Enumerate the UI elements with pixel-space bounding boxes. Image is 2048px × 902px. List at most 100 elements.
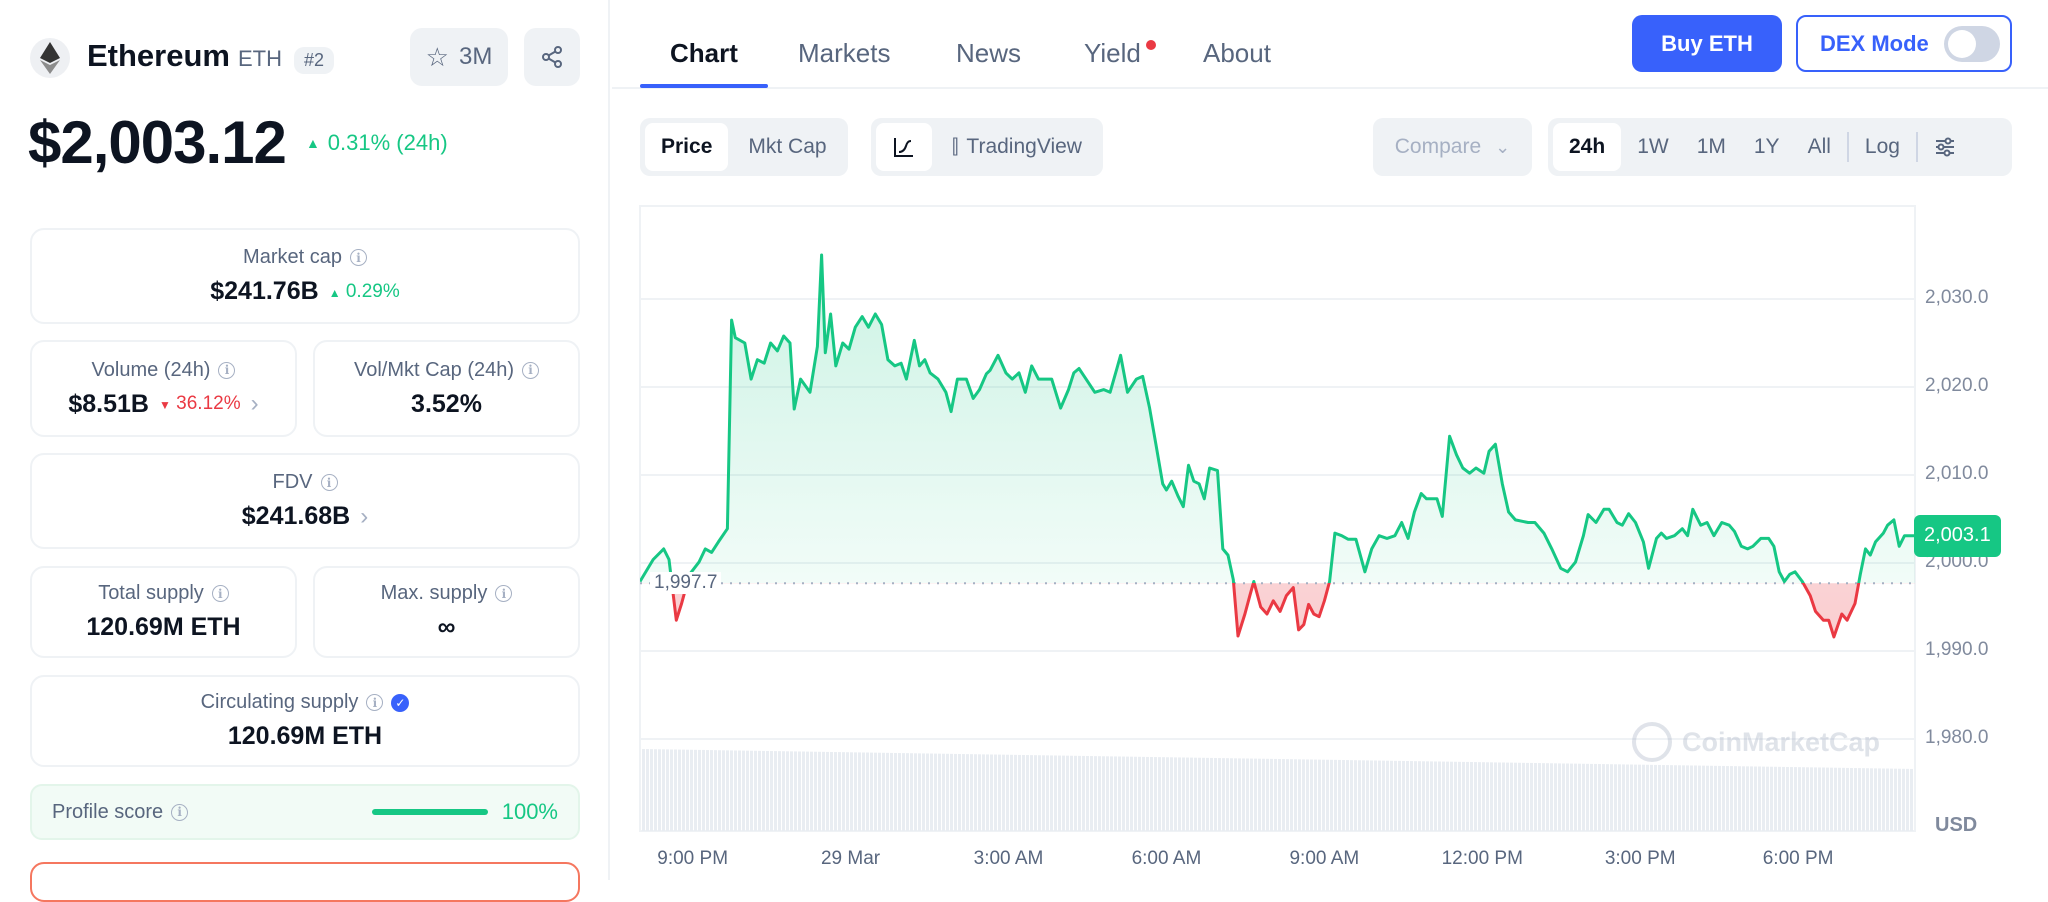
info-icon[interactable]: i xyxy=(320,474,338,491)
watchlist-button[interactable]: ☆ 3M xyxy=(410,28,508,86)
sliders-icon xyxy=(1935,137,1954,157)
volume-bar xyxy=(938,753,941,831)
verified-badge-icon: ✓ xyxy=(391,693,410,712)
volume-bar xyxy=(1830,767,1833,831)
toggle-switch[interactable] xyxy=(1944,25,2000,62)
volume-bar xyxy=(1742,766,1745,831)
volume-bar xyxy=(726,750,729,831)
divider xyxy=(1915,132,1918,162)
coin-summary-panel: Ethereum ETH #2 ☆ 3M $2,003.12 ▲ 0.31% (2… xyxy=(0,0,610,902)
volume-bar xyxy=(1386,760,1389,831)
volume-bar xyxy=(946,753,949,831)
info-icon[interactable]: i xyxy=(495,585,513,602)
volume-bar xyxy=(750,750,753,831)
share-button[interactable] xyxy=(524,28,580,86)
volume-bar xyxy=(1150,757,1153,831)
info-icon[interactable]: i xyxy=(171,803,189,821)
chart-settings-button[interactable] xyxy=(1922,123,1968,171)
market-cap-value: $241.76B xyxy=(210,277,319,305)
chevron-right-icon[interactable]: › xyxy=(250,390,259,417)
volume-bar xyxy=(1778,766,1781,831)
volume-bar xyxy=(1562,763,1565,831)
volume-bar xyxy=(1698,765,1701,831)
chevron-right-icon[interactable]: › xyxy=(360,502,369,530)
volume-bar xyxy=(1274,758,1277,831)
volume-bar xyxy=(1354,760,1357,831)
volume-bar xyxy=(1654,764,1657,831)
volume-bar xyxy=(1402,760,1405,831)
log-scale-button[interactable]: Log xyxy=(1864,135,1900,158)
period-1w[interactable]: 1W xyxy=(1637,135,1669,158)
price-tab[interactable]: Price xyxy=(645,123,729,171)
volume-bar xyxy=(1294,759,1297,831)
volume-bar xyxy=(1854,768,1857,831)
info-icon[interactable]: i xyxy=(211,585,229,602)
total-supply-value: 120.69M ETH xyxy=(86,613,241,641)
volume-bar xyxy=(1262,758,1265,831)
volume-bar xyxy=(1598,764,1601,831)
tab-yield[interactable]: Yield xyxy=(1084,38,1141,68)
compare-dropdown[interactable]: Compare ⌄ xyxy=(1373,118,1532,176)
tradingview-button[interactable]: ⫿ TradingView xyxy=(936,123,1098,171)
dex-mode-toggle[interactable]: DEX Mode xyxy=(1796,15,2012,72)
volume-bar xyxy=(994,754,997,831)
volume-bar xyxy=(1738,766,1741,831)
period-1y[interactable]: 1Y xyxy=(1753,135,1780,158)
info-icon[interactable]: i xyxy=(218,361,236,379)
fdv-card[interactable]: FDV i $241.68B › xyxy=(30,453,580,549)
volume-bar xyxy=(1338,759,1341,831)
info-icon[interactable]: i xyxy=(522,361,540,379)
chevron-down-icon: ⌄ xyxy=(1495,136,1511,157)
current-price: $2,003.12 xyxy=(28,109,287,176)
volume-bar xyxy=(1838,767,1841,831)
volume-bar xyxy=(1014,754,1017,831)
volume-bar xyxy=(1358,760,1361,831)
mktcap-tab[interactable]: Mkt Cap xyxy=(748,135,827,158)
volume-bar xyxy=(1286,759,1289,831)
tab-news[interactable]: News xyxy=(956,38,1022,68)
info-icon[interactable]: i xyxy=(366,694,384,711)
volume-bar xyxy=(874,752,877,831)
volume-bar xyxy=(1430,761,1433,831)
volume-bar xyxy=(718,750,721,831)
volume-bar xyxy=(1382,760,1385,831)
buy-eth-button[interactable]: Buy ETH xyxy=(1632,15,1782,72)
volume-bar xyxy=(858,752,861,831)
volume-bar xyxy=(1174,757,1177,831)
volume-bar xyxy=(1558,763,1561,831)
volume-bar xyxy=(838,752,841,831)
volume-bar xyxy=(822,751,825,831)
period-all[interactable]: All xyxy=(1807,135,1831,158)
volume-card[interactable]: Volume (24h) i $8.51B ▼ 36.12% › xyxy=(30,340,297,437)
volume-bar xyxy=(1686,765,1689,831)
compare-label: Compare xyxy=(1394,135,1482,158)
volume-bar xyxy=(1526,762,1529,831)
metric-switch: Price Mkt Cap xyxy=(640,118,848,176)
period-24h[interactable]: 24h xyxy=(1553,123,1622,171)
volume-bar xyxy=(1670,765,1673,831)
coinmarketcap-icon xyxy=(1632,722,1672,762)
tab-chart[interactable]: Chart xyxy=(670,38,738,68)
volume-bar xyxy=(850,752,853,831)
y-tick-label: 1,980.0 xyxy=(1925,727,1989,748)
volume-bar xyxy=(1102,756,1105,831)
volume-bar xyxy=(1726,766,1729,831)
period-1m[interactable]: 1M xyxy=(1696,135,1726,158)
tab-markets[interactable]: Markets xyxy=(798,38,891,68)
volume-bar xyxy=(942,753,945,831)
volume-bar xyxy=(1486,762,1489,831)
volume-bar xyxy=(714,750,717,831)
price-chart[interactable] xyxy=(0,0,2048,880)
volume-bar xyxy=(1234,758,1237,831)
volume-bar xyxy=(1702,765,1705,831)
volume-bar xyxy=(1682,765,1685,831)
volume-bar xyxy=(926,753,929,831)
info-icon[interactable]: i xyxy=(349,249,367,266)
tab-about[interactable]: About xyxy=(1203,38,1271,68)
volume-bar xyxy=(1606,764,1609,831)
volume-bar xyxy=(1706,765,1709,831)
volume-bar xyxy=(1866,768,1869,831)
volume-bar xyxy=(1158,757,1161,831)
line-chart-button[interactable] xyxy=(876,123,932,171)
volume-bar xyxy=(1798,767,1801,831)
